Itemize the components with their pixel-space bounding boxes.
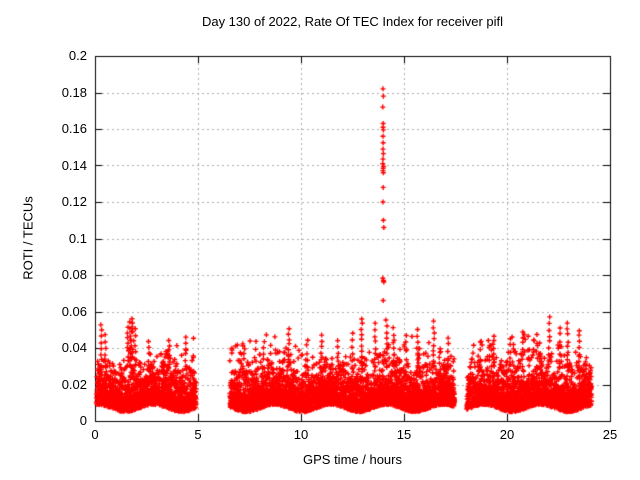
x-tick-label: 20 (499, 427, 515, 442)
x-tick-label: 10 (293, 427, 309, 442)
y-tick-label: 0.16 (61, 121, 87, 136)
y-tick-label: 0.2 (68, 48, 87, 63)
y-tick-label: 0.06 (61, 303, 87, 319)
x-tick-label: 15 (396, 427, 412, 442)
x-tick-label: 25 (602, 427, 618, 442)
y-tick-label: 0.14 (61, 157, 87, 173)
y-tick-label: 0.02 (61, 376, 87, 392)
x-tick-label: 5 (194, 427, 202, 442)
x-axis-label: GPS time / hours (303, 452, 402, 467)
y-tick-label: 0.04 (61, 340, 87, 355)
y-tick-label: 0 (79, 413, 87, 428)
x-tick-label: 0 (91, 427, 99, 442)
y-tick-label: 0.1 (68, 230, 87, 246)
chart-title: Day 130 of 2022, Rate Of TEC Index for r… (201, 14, 504, 29)
y-tick-label: 0.12 (61, 194, 87, 209)
y-tick-label: 0.18 (61, 84, 87, 100)
y-tick-label: 0.08 (61, 267, 87, 282)
